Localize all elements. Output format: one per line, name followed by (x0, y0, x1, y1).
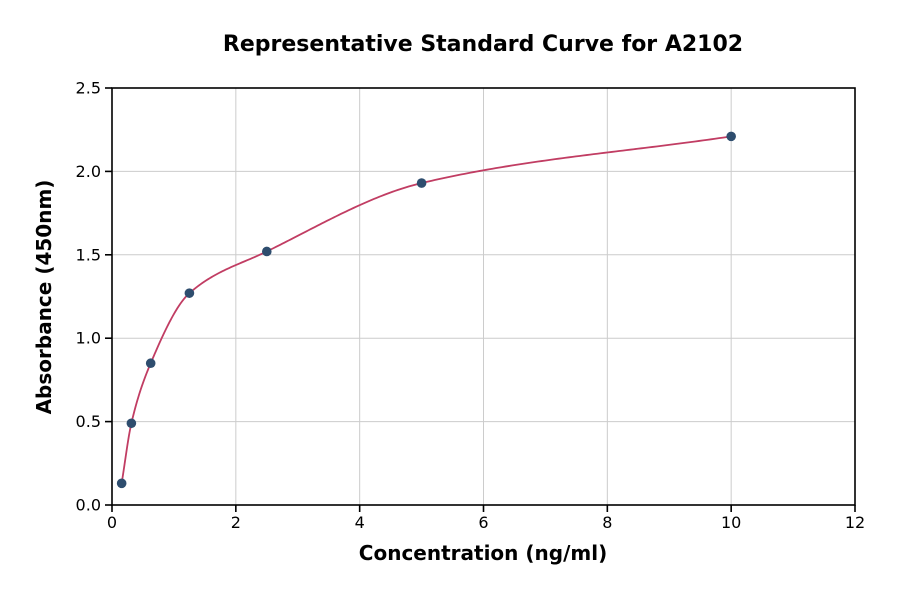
data-point (261, 246, 272, 257)
y-tick-label: 1.0 (76, 329, 101, 348)
data-point (126, 418, 137, 429)
data-point (726, 131, 736, 142)
data-point (145, 358, 156, 369)
y-tick-label: 2.0 (76, 162, 101, 181)
x-tick-label: 4 (355, 513, 365, 532)
y-tick-label: 2.5 (76, 79, 101, 98)
data-point (416, 178, 427, 188)
x-tick-label: 6 (478, 513, 488, 532)
fit-curve (120, 135, 733, 485)
x-axis-label: Concentration (ng/ml) (358, 541, 608, 565)
x-tick-label: 0 (107, 513, 117, 532)
y-axis-label: Absorbance (450nm) (32, 179, 56, 415)
x-tick-label: 12 (845, 513, 865, 532)
x-tick-label: 10 (721, 513, 741, 532)
data-point (184, 288, 195, 298)
chart-title: Representative Standard Curve for A2102 (222, 32, 744, 57)
y-tick-label: 0.5 (76, 412, 101, 431)
data-point (116, 478, 127, 489)
y-tick-label: 0.0 (76, 496, 101, 515)
y-tick-label: 1.5 (76, 245, 101, 264)
x-tick-label: 8 (602, 513, 612, 532)
x-tick-label: 2 (231, 513, 241, 532)
